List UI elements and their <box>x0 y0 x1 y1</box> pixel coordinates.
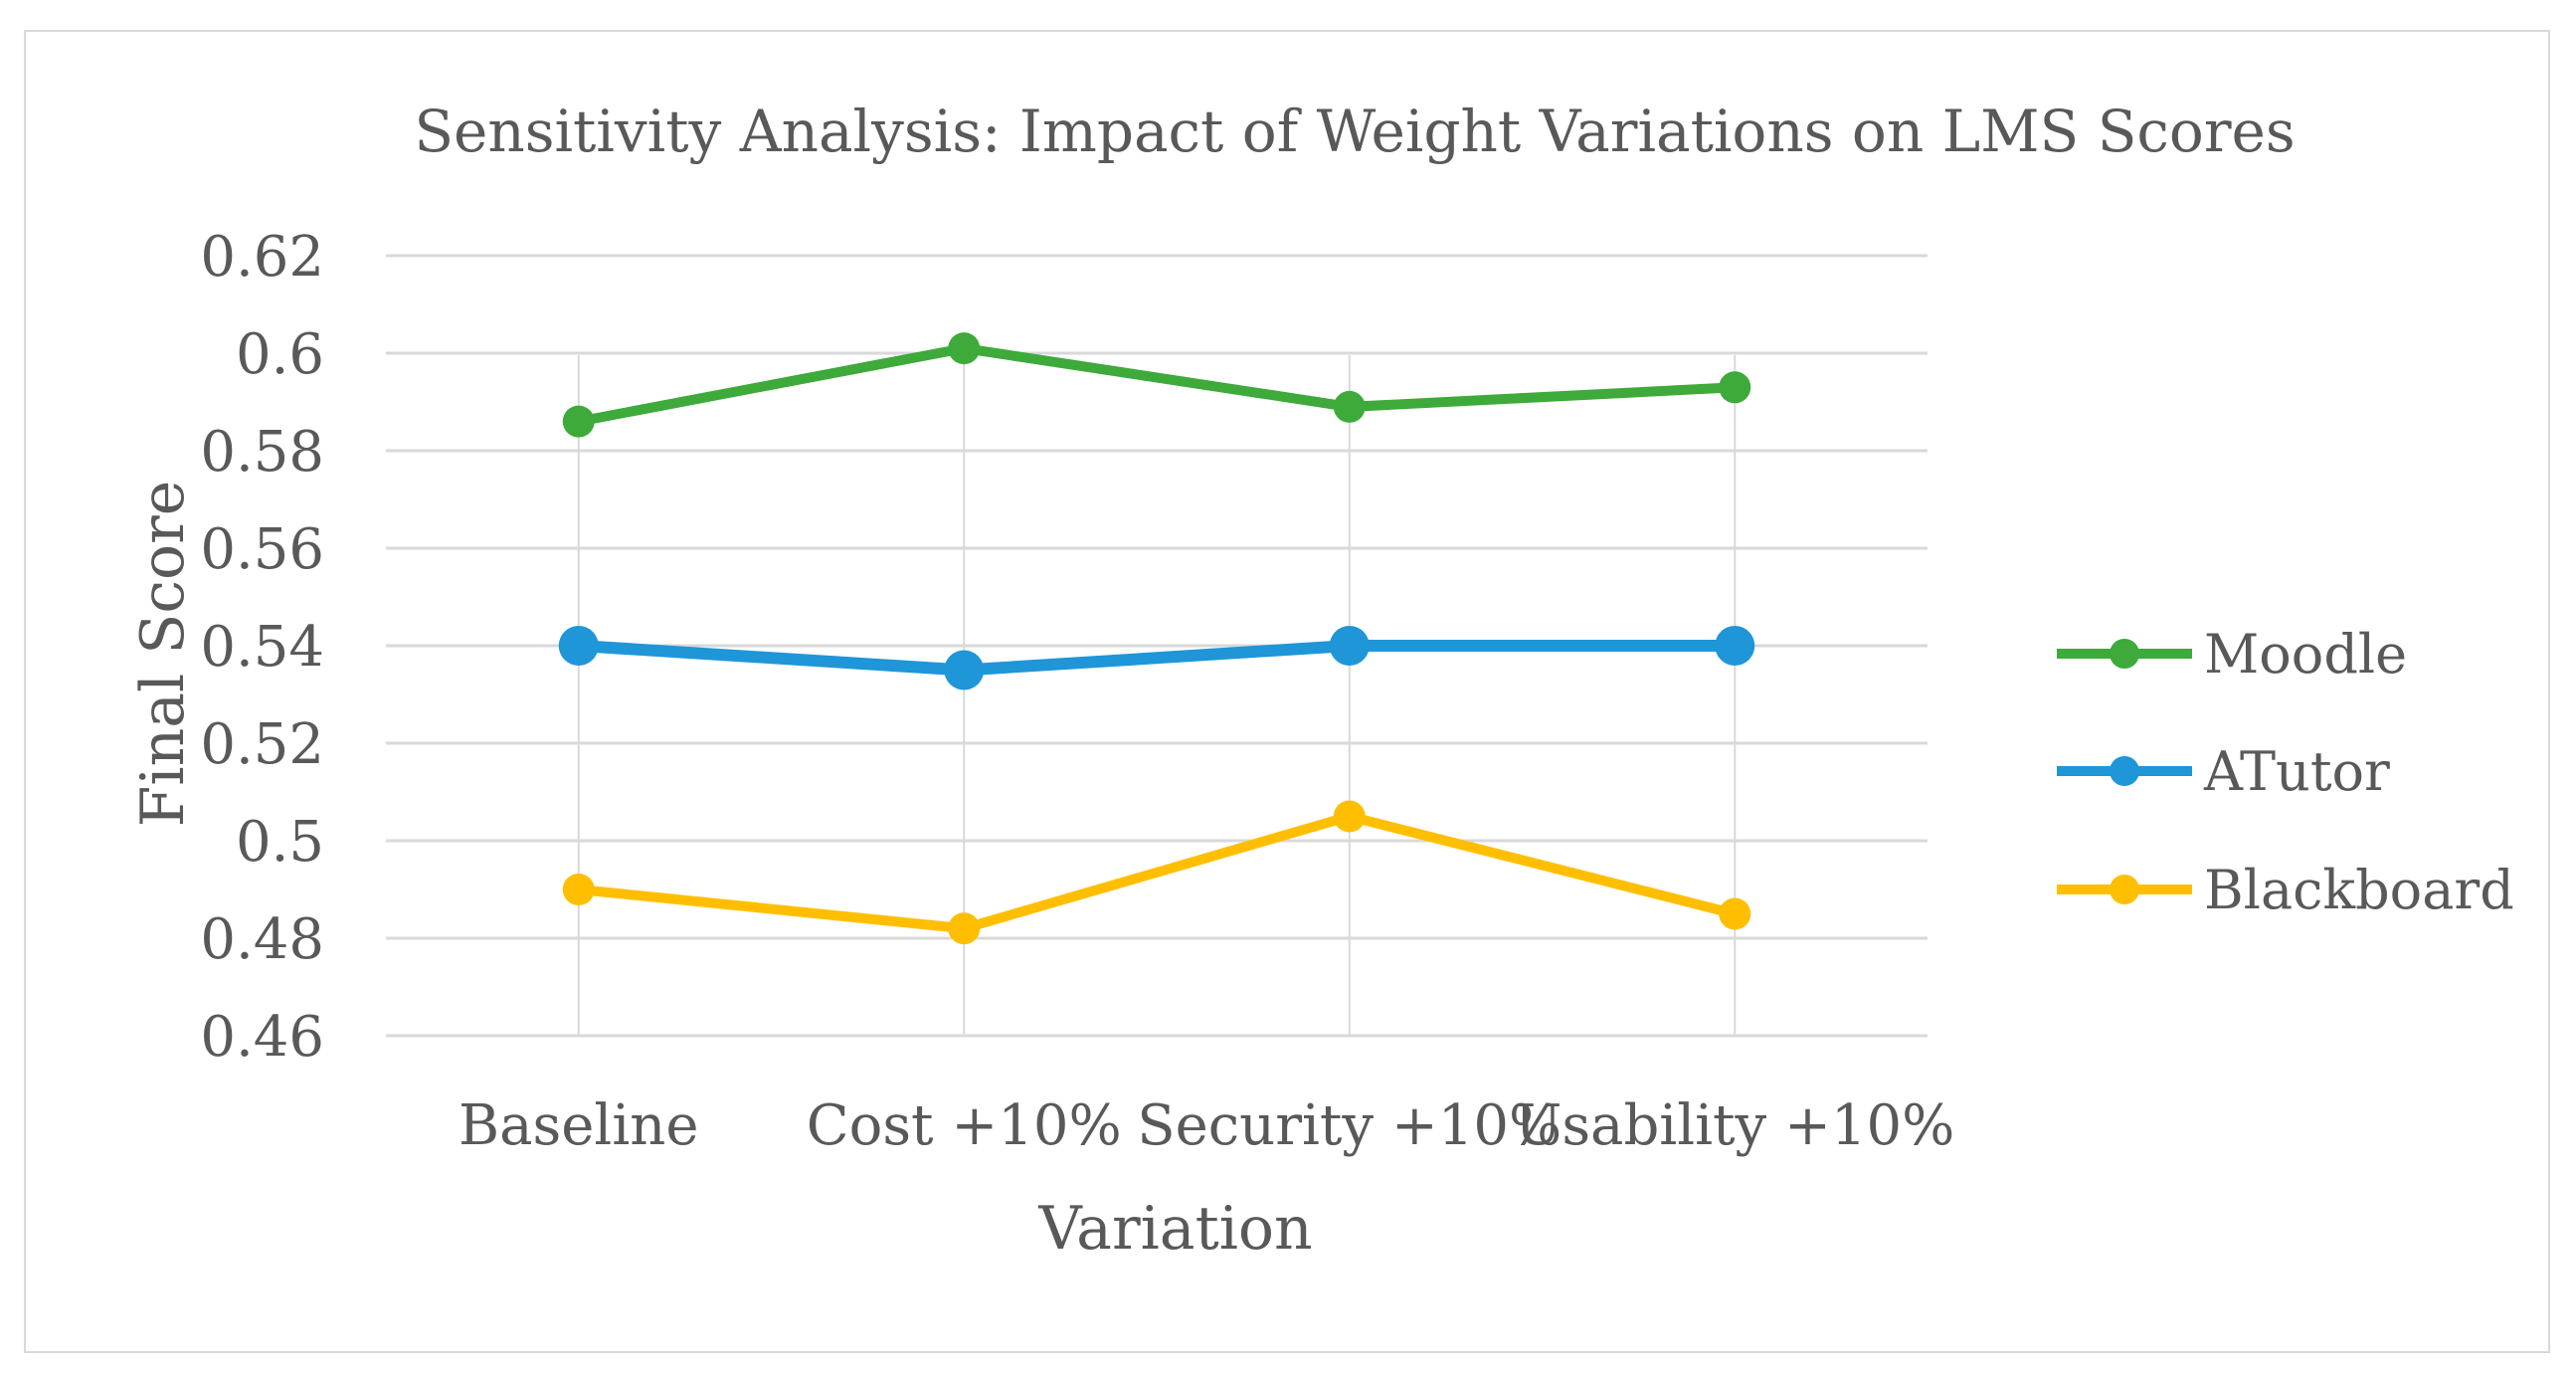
gridlines <box>386 254 1928 1038</box>
x-tick-label: Usability +10% <box>1515 1093 1954 1158</box>
blackboard-point <box>1719 897 1751 930</box>
x-tick-labels: Baseline Cost +10% Security +10%Usability … <box>459 1093 1954 1158</box>
x-axis-title: Variation <box>1037 1194 1312 1264</box>
y-axis-title: Final Score <box>128 481 198 828</box>
legend-label: Blackboard <box>2204 859 2514 921</box>
y-tick-label: 0.5 <box>236 810 324 875</box>
moodle-point <box>948 332 981 365</box>
legend: Moodle ATutor Blackboard <box>2057 623 2514 921</box>
x-tick-label: Cost +10% <box>807 1093 1122 1158</box>
legend-swatch-marker <box>2110 639 2139 669</box>
series-lines <box>558 332 1755 945</box>
legend-item-blackboard: Blackboard <box>2057 859 2514 921</box>
y-tick-label: 0.56 <box>200 517 324 582</box>
chart-title: Sensitivity Analysis: Impact of Weight V… <box>414 98 2295 165</box>
chart-frame: Sensitivity Analysis: Impact of Weight V… <box>24 30 2550 1353</box>
y-tick-label: 0.54 <box>200 615 324 680</box>
blackboard-point <box>562 874 595 905</box>
legend-swatch-marker <box>2110 756 2139 786</box>
series-blackboard <box>562 800 1751 945</box>
series-atutor <box>558 626 1755 690</box>
moodle-point <box>1333 390 1366 423</box>
series-moodle <box>562 332 1751 438</box>
blackboard-point <box>948 912 981 945</box>
atutor-point <box>1715 626 1755 666</box>
moodle-point <box>562 405 595 438</box>
y-tick-label: 0.6 <box>236 322 324 387</box>
moodle-point <box>1719 371 1751 404</box>
y-tick-label: 0.52 <box>200 712 324 777</box>
x-tick-label: Security +10% <box>1137 1093 1562 1158</box>
moodle-line <box>573 343 1741 427</box>
y-tick-label: 0.58 <box>200 420 324 485</box>
atutor-point <box>944 650 985 690</box>
y-tick-label: 0.46 <box>200 1005 324 1070</box>
atutor-point <box>1329 626 1370 666</box>
legend-item-moodle: Moodle <box>2057 623 2407 686</box>
blackboard-line <box>573 811 1741 934</box>
atutor-line <box>572 640 1742 677</box>
y-tick-label: 0.48 <box>200 907 324 972</box>
atutor-point <box>558 626 599 666</box>
legend-label: Moodle <box>2204 623 2407 686</box>
legend-label: ATutor <box>2203 740 2390 803</box>
blackboard-point <box>1333 800 1366 833</box>
x-tick-label: Baseline <box>459 1093 698 1158</box>
y-tick-labels: 0.62 0.6 0.58 0.56 0.54 0.52 0.5 0.48 0.46 <box>200 225 324 1070</box>
y-tick-label: 0.62 <box>200 225 324 290</box>
line-chart: Sensitivity Analysis: Impact of Weight V… <box>128 98 2514 1264</box>
legend-swatch-marker <box>2110 875 2139 904</box>
legend-item-atutor: ATutor <box>2057 740 2390 803</box>
